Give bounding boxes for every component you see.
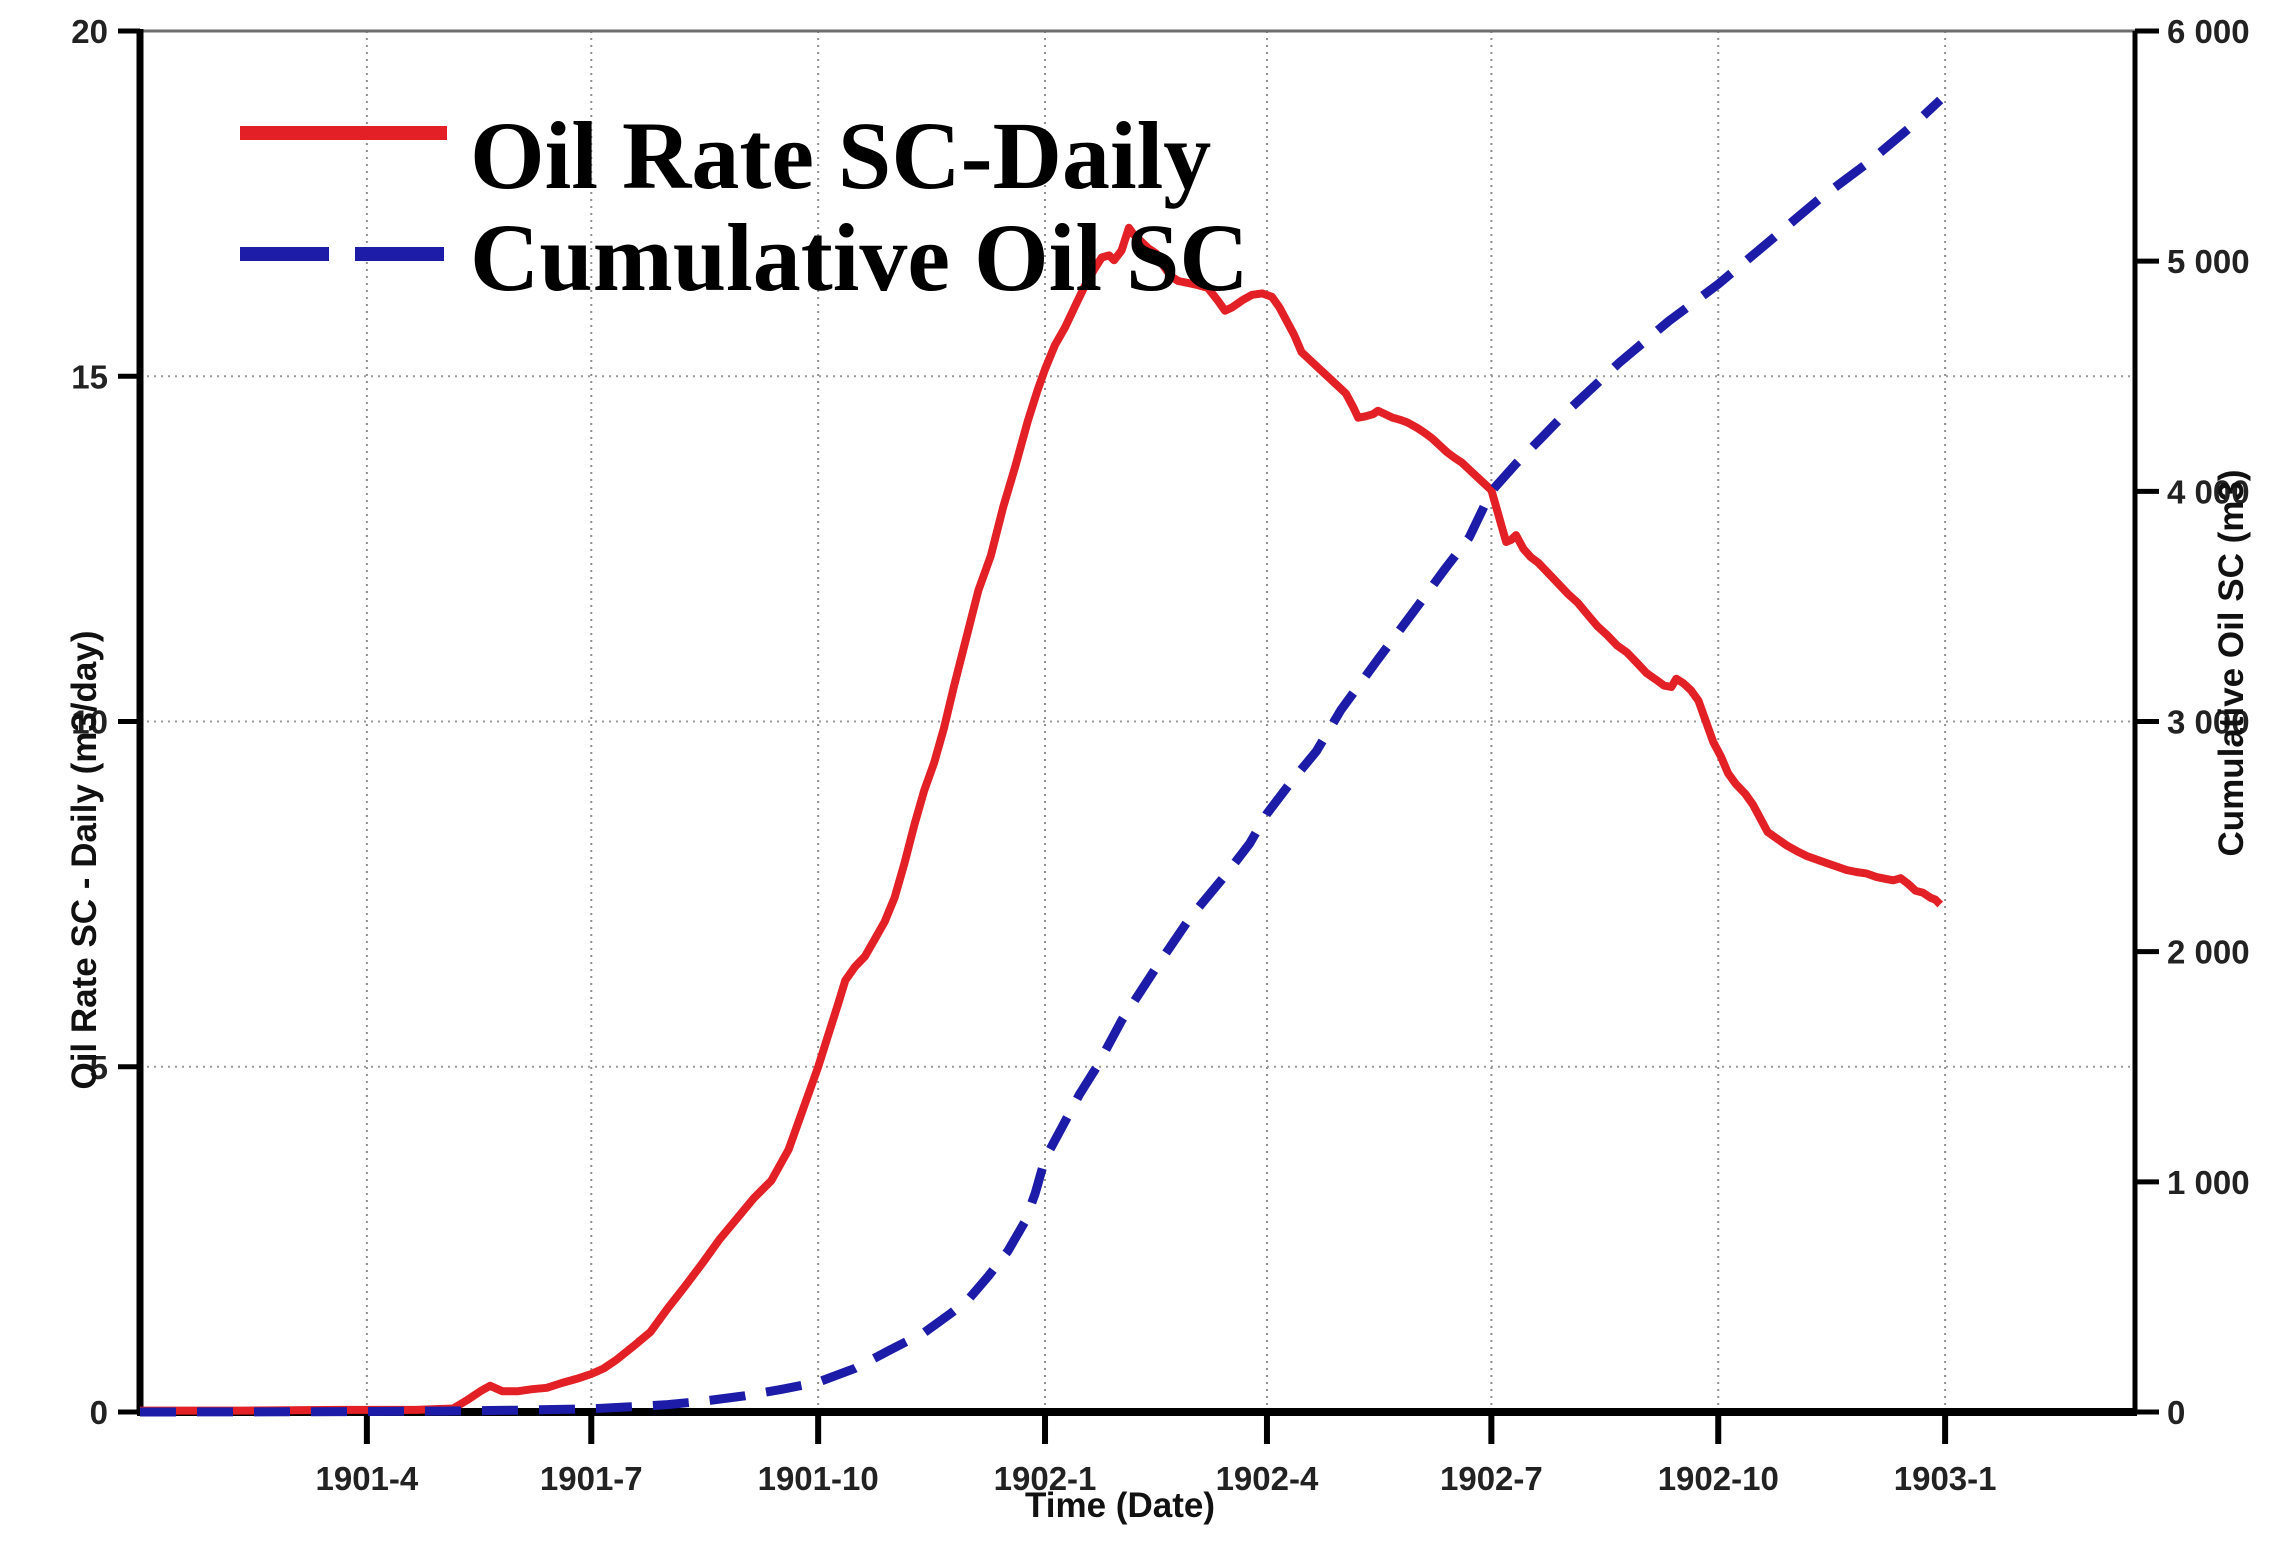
y-right-tick-label: 3 000 bbox=[2167, 704, 2250, 741]
axis-ticks bbox=[118, 28, 2159, 1444]
y-left-tick-label: 0 bbox=[90, 1394, 108, 1431]
y-left-tick-label: 20 bbox=[71, 13, 108, 50]
x-tick-label: 1902-7 bbox=[1440, 1460, 1543, 1497]
legend-oil-rate-label: Oil Rate SC-Daily bbox=[470, 102, 1211, 209]
x-tick-label: 1902-1 bbox=[994, 1460, 1097, 1497]
x-axis-title: Time (Date) bbox=[1025, 1486, 1215, 1525]
y-right-tick-label: 0 bbox=[2167, 1394, 2185, 1431]
y-left-tick-label: 15 bbox=[71, 358, 108, 395]
x-tick-label: 1903-1 bbox=[1894, 1460, 1997, 1497]
y-right-tick-label: 1 000 bbox=[2167, 1164, 2250, 1201]
y-right-tick-label: 6 000 bbox=[2167, 13, 2250, 50]
x-tick-label: 1901-4 bbox=[315, 1460, 418, 1497]
x-tick-label: 1902-10 bbox=[1658, 1460, 1779, 1497]
y-right-tick-label: 2 000 bbox=[2167, 934, 2250, 971]
y-left-tick-label: 5 bbox=[90, 1049, 108, 1086]
x-tick-label: 1901-7 bbox=[540, 1460, 643, 1497]
x-tick-label: 1901-10 bbox=[758, 1460, 879, 1497]
y-right-tick-label: 5 000 bbox=[2167, 243, 2250, 280]
y-left-tick-label: 10 bbox=[71, 704, 108, 741]
legend: Oil Rate SC-Daily Cumulative Oil SC bbox=[240, 102, 1249, 311]
y-left-axis-title: Oil Rate SC - Daily (m3/day) bbox=[65, 630, 104, 1089]
cumulative-oil-line bbox=[139, 96, 1944, 1417]
oil-rate-line bbox=[140, 223, 1944, 1415]
axis-tick-labels: 1901-4 1901-7 1901-10 1902-1 1902-4 1902-7 190… bbox=[71, 13, 2249, 1497]
x-tick-label: 1902-4 bbox=[1216, 1460, 1319, 1497]
legend-cumulative-label: Cumulative Oil SC bbox=[470, 204, 1249, 311]
y-right-axis-title: Cumulative Oil SC (m3) bbox=[2212, 469, 2251, 856]
data-series bbox=[139, 96, 1944, 1417]
y-right-tick-label: 4 000 bbox=[2167, 473, 2250, 510]
